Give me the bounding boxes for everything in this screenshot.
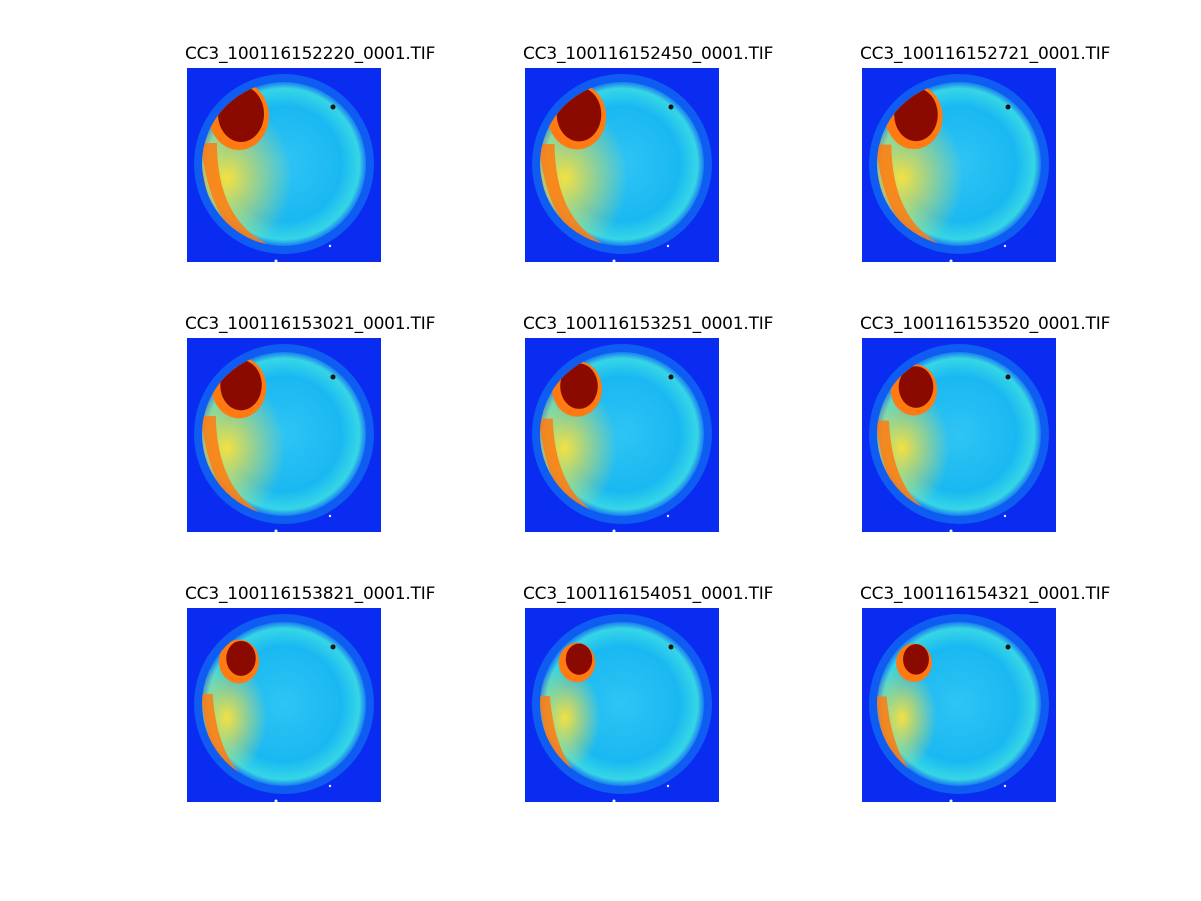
star-marker xyxy=(1005,374,1011,380)
star-marker xyxy=(668,374,674,380)
panel-title: CC3_100116153021_0001.TIF xyxy=(185,314,436,334)
star-marker xyxy=(668,104,674,110)
aurora-blob-core xyxy=(903,644,929,675)
star-marker xyxy=(1005,104,1011,110)
rim-marker xyxy=(328,514,332,518)
allsky-image xyxy=(862,68,1056,262)
aurora-blob-core xyxy=(226,640,256,676)
panel-title: CC3_100116154051_0001.TIF xyxy=(523,584,774,604)
panel-title: CC3_100116152450_0001.TIF xyxy=(523,44,774,64)
panel-title: CC3_100116154321_0001.TIF xyxy=(860,584,1111,604)
allsky-image xyxy=(187,338,381,532)
rim-marker xyxy=(949,529,953,532)
rim-marker xyxy=(666,784,670,788)
star-marker xyxy=(1005,644,1011,650)
rim-marker xyxy=(612,259,616,262)
panel-title: CC3_100116152220_0001.TIF xyxy=(185,44,436,64)
rim-marker xyxy=(949,259,953,262)
aurora-glow xyxy=(540,379,618,516)
aurora-blob-core xyxy=(898,366,934,408)
allsky-image xyxy=(525,68,719,262)
rim-marker xyxy=(949,799,953,802)
rim-marker xyxy=(1003,784,1007,788)
allsky-image xyxy=(187,68,381,262)
star-marker xyxy=(330,644,336,650)
allsky-image xyxy=(862,608,1056,802)
aurora-arc xyxy=(540,144,604,246)
aurora-blob-core xyxy=(560,363,598,409)
star-marker xyxy=(330,374,336,380)
panel-title: CC3_100116153251_0001.TIF xyxy=(523,314,774,334)
rim-marker xyxy=(1003,244,1007,248)
allsky-image xyxy=(525,608,719,802)
rim-marker xyxy=(666,514,670,518)
panel-title: CC3_100116153520_0001.TIF xyxy=(860,314,1111,334)
aurora-arc xyxy=(202,416,263,516)
rim-marker xyxy=(612,799,616,802)
rim-marker xyxy=(274,529,278,532)
aurora-blob-core xyxy=(220,360,262,411)
aurora-arc xyxy=(202,694,251,786)
rim-marker xyxy=(274,799,278,802)
rim-marker xyxy=(666,244,670,248)
allsky-image xyxy=(525,338,719,532)
aurora-arc xyxy=(540,418,597,516)
aurora-arc xyxy=(540,696,586,786)
rim-marker xyxy=(1003,514,1007,518)
aurora-arc xyxy=(877,696,922,786)
star-marker xyxy=(668,644,674,650)
aurora-arc xyxy=(877,144,940,246)
rim-marker xyxy=(612,529,616,532)
star-marker xyxy=(330,104,336,110)
panel-title: CC3_100116153821_0001.TIF xyxy=(185,584,436,604)
aurora-arc xyxy=(202,143,267,246)
allsky-image xyxy=(862,338,1056,532)
allsky-image xyxy=(187,608,381,802)
aurora-blob-core xyxy=(565,643,593,675)
aurora-arc xyxy=(877,420,931,516)
panel-title: CC3_100116152721_0001.TIF xyxy=(860,44,1111,64)
rim-marker xyxy=(274,259,278,262)
rim-marker xyxy=(328,244,332,248)
rim-marker xyxy=(328,784,332,788)
